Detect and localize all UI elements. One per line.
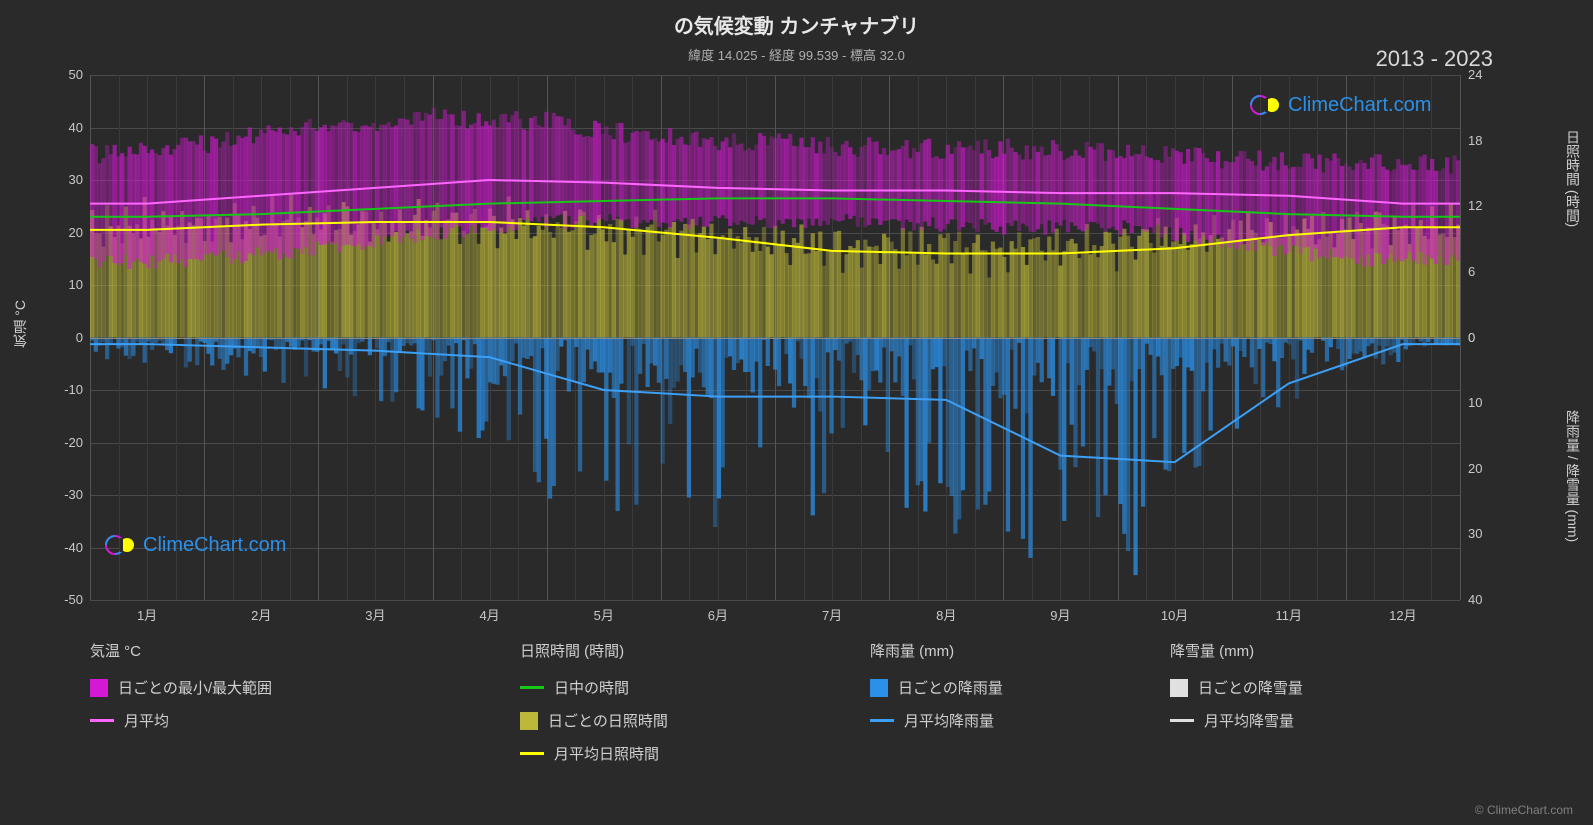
y-left-tick: -50 [33, 592, 83, 607]
watermark-bottom: ClimeChart.com [105, 530, 286, 560]
y-right-tick-sun: 6 [1468, 264, 1508, 279]
x-tick-month: 10月 [1145, 605, 1205, 624]
credit-text: © ClimeChart.com [1475, 803, 1573, 817]
x-tick-month: 7月 [802, 605, 862, 624]
chart-title: の気候変動 カンチャナブリ [0, 0, 1593, 39]
y-right-tick-sun: 24 [1468, 67, 1508, 82]
x-tick-month: 5月 [574, 605, 634, 624]
climechart-logo-icon [105, 530, 135, 560]
legend-item: 日中の時間 [520, 677, 830, 698]
x-tick-month: 2月 [231, 605, 291, 624]
watermark-top: ClimeChart.com [1250, 90, 1431, 120]
legend-item: 日ごとの最小/最大範囲 [90, 677, 480, 698]
legend-item: 日ごとの日照時間 [520, 710, 830, 731]
y-left-tick: 30 [33, 172, 83, 187]
x-tick-month: 3月 [345, 605, 405, 624]
legend-swatch-line [870, 719, 894, 722]
legend-swatch-line [1170, 719, 1194, 722]
x-tick-month: 1月 [117, 605, 177, 624]
legend-label: 月平均降雨量 [904, 710, 994, 731]
x-tick-month: 9月 [1030, 605, 1090, 624]
y-axis-left-title: 気温 °C [10, 300, 30, 348]
legend-group-title: 気温 °C [90, 640, 480, 661]
y-axis-right-title-sun: 日照時間 (時間) [1563, 130, 1583, 227]
legend: 気温 °C 日ごとの最小/最大範囲月平均 日照時間 (時間) 日中の時間日ごとの日照時… [90, 640, 1490, 764]
y-left-tick: -30 [33, 487, 83, 502]
legend-swatch-block [870, 679, 888, 697]
x-tick-month: 12月 [1373, 605, 1433, 624]
legend-swatch-block [1170, 679, 1188, 697]
x-tick-month: 8月 [916, 605, 976, 624]
legend-swatch-line [90, 719, 114, 722]
watermark-text: ClimeChart.com [143, 534, 286, 557]
legend-label: 日ごとの最小/最大範囲 [118, 677, 272, 698]
legend-item: 月平均降雨量 [870, 710, 1130, 731]
legend-group-title: 降雨量 (mm) [870, 640, 1130, 661]
legend-label: 月平均日照時間 [554, 743, 659, 764]
legend-label: 日ごとの降雨量 [898, 677, 1003, 698]
y-right-tick-rain: 0 [1468, 330, 1508, 345]
y-left-tick: 10 [33, 277, 83, 292]
chart-subtitle: 緯度 14.025 - 経度 99.539 - 標高 32.0 [0, 39, 1593, 64]
y-left-tick: 0 [33, 330, 83, 345]
x-tick-month: 4月 [460, 605, 520, 624]
y-axis-right-title-rain: 降雨量 / 降雪量 (mm) [1563, 410, 1583, 542]
legend-swatch-block [520, 712, 538, 730]
y-left-tick: 40 [33, 120, 83, 135]
legend-swatch-block [90, 679, 108, 697]
legend-label: 日ごとの日照時間 [548, 710, 668, 731]
x-tick-month: 11月 [1259, 605, 1319, 624]
legend-label: 日中の時間 [554, 677, 629, 698]
legend-item: 月平均 [90, 710, 480, 731]
legend-group-title: 降雪量 (mm) [1170, 640, 1430, 661]
y-left-tick: 20 [33, 225, 83, 240]
y-right-tick-rain: 40 [1468, 592, 1508, 607]
y-left-tick: -10 [33, 382, 83, 397]
legend-item: 月平均日照時間 [520, 743, 830, 764]
legend-item: 月平均降雪量 [1170, 710, 1430, 731]
legend-label: 日ごとの降雪量 [1198, 677, 1303, 698]
y-right-tick-rain: 30 [1468, 526, 1508, 541]
legend-label: 月平均降雪量 [1204, 710, 1294, 731]
legend-swatch-line [520, 686, 544, 689]
legend-item: 日ごとの降雨量 [870, 677, 1130, 698]
y-left-tick: -40 [33, 540, 83, 555]
y-right-tick-sun: 18 [1468, 133, 1508, 148]
y-left-tick: -20 [33, 435, 83, 450]
y-right-tick-sun: 12 [1468, 198, 1508, 213]
legend-swatch-line [520, 752, 544, 755]
y-right-tick-rain: 20 [1468, 461, 1508, 476]
climechart-logo-icon [1250, 90, 1280, 120]
y-left-tick: 50 [33, 67, 83, 82]
x-tick-month: 6月 [688, 605, 748, 624]
y-right-tick-rain: 10 [1468, 395, 1508, 410]
watermark-text: ClimeChart.com [1288, 94, 1431, 117]
legend-item: 日ごとの降雪量 [1170, 677, 1430, 698]
legend-label: 月平均 [124, 710, 169, 731]
chart-plot-area [90, 75, 1460, 600]
legend-group-title: 日照時間 (時間) [520, 640, 830, 661]
